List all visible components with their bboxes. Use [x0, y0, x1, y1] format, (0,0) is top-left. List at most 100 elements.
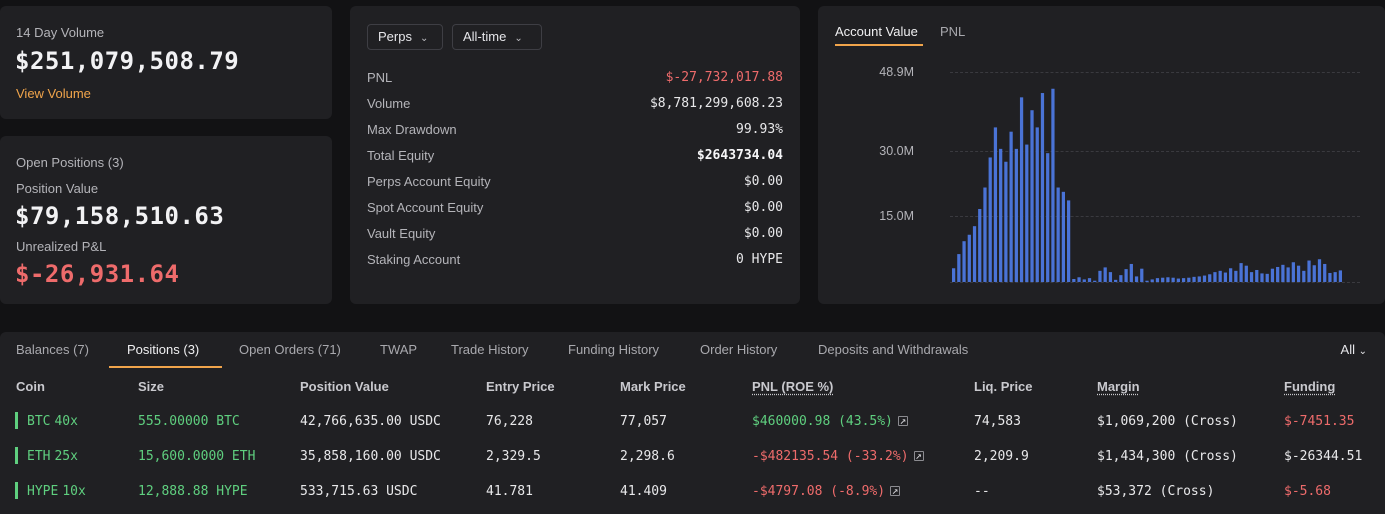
tab-twap[interactable]: TWAP [380, 342, 418, 357]
account-value-bar[interactable] [1082, 279, 1086, 282]
account-value-bar[interactable] [1087, 278, 1092, 282]
tab-order-history[interactable]: Order History [700, 342, 778, 357]
account-value-bar[interactable] [1338, 270, 1343, 282]
account-value-bar[interactable] [967, 234, 971, 282]
account-value-bar[interactable] [1056, 187, 1060, 282]
account-value-bar[interactable] [1030, 110, 1034, 282]
account-value-bar[interactable] [1192, 276, 1196, 282]
account-value-bar[interactable] [1276, 266, 1280, 282]
tab-positions[interactable]: Positions (3) [127, 342, 200, 357]
account-value-bar[interactable] [1176, 278, 1180, 282]
account-value-bar[interactable] [1040, 93, 1045, 282]
account-value-bar[interactable] [1197, 276, 1201, 282]
tab-pnl[interactable]: PNL [940, 24, 966, 39]
filter-dropdown[interactable]: All ⌄ [1341, 342, 1367, 357]
coin-cell[interactable]: BTC 40x [27, 414, 78, 429]
account-value-bar[interactable] [1208, 274, 1212, 282]
account-value-bar[interactable] [1035, 127, 1039, 283]
account-value-bar[interactable] [972, 226, 977, 282]
header-pnl[interactable]: PNL (ROE %) [752, 379, 834, 394]
account-value-bar[interactable] [1004, 161, 1008, 282]
account-value-bar[interactable] [1291, 262, 1295, 282]
account-value-bar[interactable] [1114, 279, 1118, 282]
time-range-dropdown[interactable]: All-time ⌄ [452, 24, 542, 50]
account-value-bar[interactable] [1103, 267, 1107, 282]
account-value-bar[interactable] [1072, 278, 1076, 282]
tab-account-value[interactable]: Account Value [835, 24, 918, 39]
account-value-bar[interactable] [1307, 260, 1311, 282]
coin-cell[interactable]: HYPE 10x [27, 484, 86, 499]
header-margin[interactable]: Margin [1097, 379, 1140, 394]
account-value-bar[interactable] [1124, 269, 1128, 282]
account-value-bar[interactable] [1025, 144, 1029, 282]
account-value-bar[interactable] [1234, 270, 1238, 282]
account-value-bar[interactable] [1119, 275, 1123, 282]
account-value-bar[interactable] [962, 241, 966, 282]
account-value-bar[interactable] [1239, 263, 1243, 282]
share-icon[interactable]: ↗ [890, 484, 901, 497]
account-value-bar[interactable] [999, 148, 1003, 282]
account-value-bar[interactable] [1312, 265, 1316, 282]
account-value-bar[interactable] [1066, 200, 1071, 282]
account-value-bar[interactable] [1019, 97, 1024, 282]
account-value-bar[interactable] [1249, 272, 1254, 282]
account-value-bar[interactable] [1333, 272, 1337, 282]
account-value-bar[interactable] [1270, 268, 1275, 282]
account-value-bar[interactable] [1093, 280, 1097, 282]
account-value-bar[interactable] [1286, 267, 1290, 282]
account-value-bar[interactable] [1265, 273, 1269, 282]
table-row[interactable]: BTC 40x 555.00000 BTC 42,766,635.00 USDC … [0, 408, 1385, 438]
table-row[interactable]: HYPE 10x 12,888.88 HYPE 533,715.63 USDC 4… [0, 478, 1385, 508]
account-value-bar[interactable] [1213, 272, 1217, 282]
account-value-bar[interactable] [1108, 272, 1113, 282]
account-value-bar[interactable] [957, 254, 961, 282]
account-value-bar[interactable] [978, 208, 982, 282]
header-funding[interactable]: Funding [1284, 379, 1336, 394]
account-value-bar[interactable] [1223, 272, 1228, 282]
account-value-bar[interactable] [1171, 277, 1175, 282]
account-value-bar[interactable] [1014, 148, 1018, 282]
account-value-bar[interactable] [988, 157, 992, 282]
account-value-bar[interactable] [1150, 279, 1154, 282]
account-value-bar[interactable] [1260, 273, 1264, 282]
tab-open-orders[interactable]: Open Orders (71) [239, 342, 341, 357]
account-value-bar[interactable] [1009, 131, 1013, 282]
account-value-bar[interactable] [1161, 277, 1165, 282]
market-type-dropdown[interactable]: Perps ⌄ [367, 24, 443, 50]
account-value-bar[interactable] [1098, 270, 1102, 282]
account-value-bar[interactable] [1166, 277, 1170, 282]
table-row[interactable]: ETH 25x 15,600.0000 ETH 35,858,160.00 USD… [0, 443, 1385, 473]
account-value-bar[interactable] [1328, 272, 1332, 282]
account-value-bar[interactable] [952, 268, 956, 282]
account-value-bar[interactable] [1155, 278, 1160, 282]
account-value-bar[interactable] [1187, 277, 1191, 282]
account-value-bar[interactable] [1255, 269, 1259, 282]
account-value-bar[interactable] [1051, 88, 1055, 282]
share-icon[interactable]: ↗ [913, 449, 924, 462]
account-value-bar[interactable] [1061, 191, 1065, 282]
account-value-bar[interactable] [1296, 265, 1301, 282]
tab-deposits-withdrawals[interactable]: Deposits and Withdrawals [818, 342, 969, 357]
tab-balances[interactable]: Balances (7) [16, 342, 89, 357]
account-value-bar[interactable] [1302, 270, 1306, 282]
account-value-bar[interactable] [1218, 270, 1222, 282]
account-value-bar[interactable] [1202, 275, 1207, 282]
account-value-bar[interactable] [1229, 268, 1233, 282]
account-value-bar[interactable] [993, 127, 998, 283]
share-icon[interactable]: ↗ [897, 414, 908, 427]
account-value-bar[interactable] [1244, 265, 1248, 282]
account-value-bar[interactable] [983, 187, 987, 282]
account-value-bar[interactable] [1077, 277, 1081, 282]
account-value-bar[interactable] [1145, 280, 1149, 282]
account-value-bar[interactable] [1181, 278, 1186, 282]
tab-trade-history[interactable]: Trade History [451, 342, 529, 357]
account-value-bar[interactable] [1317, 259, 1322, 282]
account-value-bar[interactable] [1046, 153, 1050, 282]
coin-cell[interactable]: ETH 25x [27, 449, 78, 464]
account-value-bar[interactable] [1129, 263, 1133, 282]
view-volume-link[interactable]: View Volume [16, 86, 91, 101]
tab-funding-history[interactable]: Funding History [568, 342, 660, 357]
account-value-bar[interactable] [1140, 268, 1144, 282]
account-value-bar[interactable] [1281, 264, 1285, 282]
account-value-bar[interactable] [1134, 276, 1139, 282]
